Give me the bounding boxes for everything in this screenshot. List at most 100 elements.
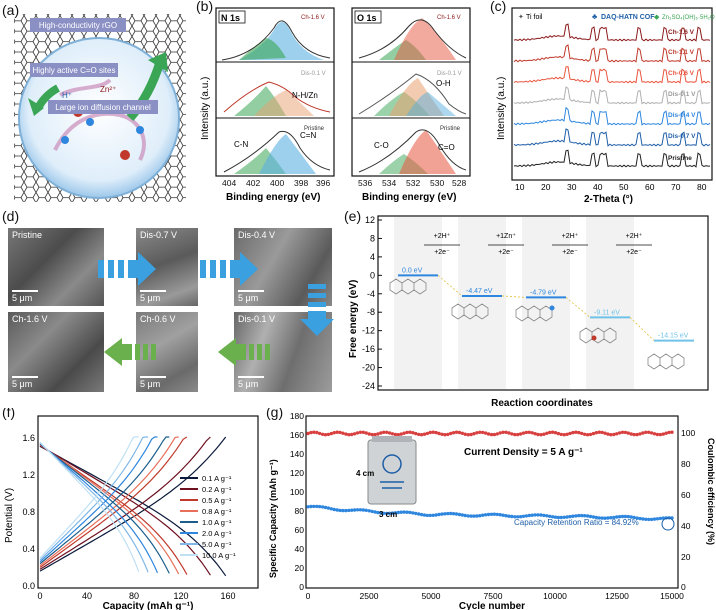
n1s-state-pristine: Pristine bbox=[304, 126, 325, 132]
xrd-tick-50: 50 bbox=[619, 182, 629, 192]
ce-point bbox=[384, 430, 389, 434]
ce-point bbox=[361, 430, 365, 434]
n1s-xlabel: Binding energy (eV) bbox=[226, 192, 320, 203]
xrd-tick-20: 20 bbox=[541, 182, 551, 192]
label-h: H⁺ bbox=[62, 91, 72, 100]
molecule-sketches bbox=[389, 278, 685, 370]
fe-ytick: 12 bbox=[365, 215, 375, 225]
ce-point bbox=[620, 430, 625, 434]
retention-marker-icon bbox=[661, 517, 675, 531]
gcd-xtick-0: 0 bbox=[37, 591, 42, 601]
ce-point bbox=[582, 432, 587, 436]
step-3-top: +2H⁺ bbox=[562, 233, 579, 240]
arrow-blue-right-1-icon bbox=[98, 252, 156, 286]
ce-point bbox=[481, 430, 485, 435]
ce-point bbox=[542, 432, 546, 436]
capacity-point bbox=[629, 515, 633, 519]
capacity-point bbox=[317, 504, 322, 509]
ce-point bbox=[373, 432, 377, 437]
ce-point bbox=[574, 430, 578, 434]
capacity-point bbox=[408, 510, 412, 515]
ce-point bbox=[446, 432, 450, 437]
inset-height: 4 cm bbox=[356, 469, 374, 478]
capacity-point bbox=[358, 508, 363, 512]
legend-entry: 1.0 A g⁻¹ bbox=[202, 518, 232, 527]
capacity-point bbox=[591, 515, 596, 519]
capacity-point bbox=[550, 515, 555, 519]
capacity-point bbox=[574, 514, 578, 518]
gcd-ytick-0: 1.6 bbox=[22, 433, 35, 443]
ce-point bbox=[516, 432, 520, 437]
fe-ytick: -8 bbox=[367, 307, 375, 317]
capacity-point bbox=[390, 511, 395, 515]
capacity-point bbox=[475, 514, 479, 518]
sem-title-pristine: Pristine bbox=[12, 230, 43, 240]
cyc-xlabel: Cycle number bbox=[459, 601, 525, 610]
arrow-blue-right-2-icon bbox=[200, 252, 258, 286]
ce-point bbox=[478, 430, 482, 434]
ce-point bbox=[600, 430, 604, 435]
panel-label-d: (d) bbox=[2, 208, 20, 224]
capacity-point bbox=[521, 514, 526, 518]
xrd-curve bbox=[513, 86, 711, 105]
legend-entry: 0.5 A g⁻¹ bbox=[202, 496, 232, 505]
xrd-label-pristine: Pristine bbox=[668, 155, 692, 162]
o1s-tick-3: 530 bbox=[430, 178, 444, 188]
ce-point bbox=[347, 433, 351, 437]
capacity-point bbox=[510, 514, 514, 519]
ce-point bbox=[326, 432, 331, 437]
sem-scale-dis01: 5 μm bbox=[238, 379, 259, 389]
ce-point bbox=[594, 431, 598, 435]
xrd-ylabel: Intensity (a.u.) bbox=[496, 77, 507, 140]
ce-point bbox=[332, 431, 336, 435]
capacity-point bbox=[326, 506, 331, 510]
n1s-state-dis: Dis-0.1 V bbox=[301, 71, 326, 77]
capacity-point bbox=[373, 510, 377, 514]
panel-c: ✦ ♣ ◆ Ti foil DAQ-HATN COF Zn₃SO₄(OH)₆·5… bbox=[488, 0, 716, 205]
inset-width: 3 cm bbox=[379, 510, 397, 519]
legend-entry: 2.0 A g⁻¹ bbox=[202, 529, 232, 538]
ce-point bbox=[382, 430, 386, 434]
capacity-point bbox=[454, 512, 459, 516]
charge-curve bbox=[39, 436, 227, 572]
capacity-point bbox=[323, 505, 328, 510]
peak-nh-zn: N-H/Zn bbox=[292, 91, 318, 100]
xrd-curve bbox=[513, 44, 711, 63]
ce-point bbox=[536, 432, 540, 437]
step-1-bottom: +2e⁻ bbox=[434, 249, 450, 256]
capacity-point bbox=[428, 513, 432, 518]
ce-point bbox=[664, 431, 668, 435]
capacity-point bbox=[620, 514, 625, 519]
xrd-chart: ✦ ♣ ◆ Ti foil DAQ-HATN COF Zn₃SO₄(OH)₆·5… bbox=[496, 7, 715, 205]
ce-point bbox=[390, 432, 395, 436]
cof-marker-icon: ♣ bbox=[592, 12, 598, 21]
capacity-point bbox=[417, 512, 421, 516]
capacity-point bbox=[548, 514, 552, 518]
capacity-point bbox=[513, 515, 517, 519]
capacity-point bbox=[382, 511, 386, 515]
legend-entry: 0.1 A g⁻¹ bbox=[202, 474, 232, 483]
ce-point bbox=[498, 431, 502, 435]
ce-point bbox=[355, 431, 360, 435]
ce-point bbox=[495, 432, 499, 436]
capacity-point bbox=[559, 515, 563, 520]
panel-g: 180 160 140 120 100 80 60 40 20 0 100 80… bbox=[264, 408, 716, 610]
panel-label-g: (g) bbox=[266, 408, 284, 420]
capacity-point bbox=[542, 513, 546, 518]
capacity-point bbox=[623, 514, 628, 519]
ce-point bbox=[667, 430, 671, 435]
ce-point bbox=[559, 432, 563, 437]
energy-connector bbox=[565, 297, 591, 318]
capacity-point bbox=[414, 511, 418, 516]
ce-point bbox=[655, 432, 660, 437]
ce-point bbox=[562, 433, 566, 437]
xps-chart: 404 402 400 398 396 536 534 532 530 528 … bbox=[200, 7, 471, 203]
ce-point bbox=[550, 430, 555, 434]
ce-point bbox=[434, 430, 438, 435]
ce-point bbox=[626, 431, 630, 435]
ce-point bbox=[612, 432, 616, 437]
ce-point bbox=[376, 432, 380, 436]
capacity-point bbox=[469, 514, 473, 518]
capacity-point bbox=[615, 515, 619, 519]
ce-point bbox=[670, 430, 674, 434]
